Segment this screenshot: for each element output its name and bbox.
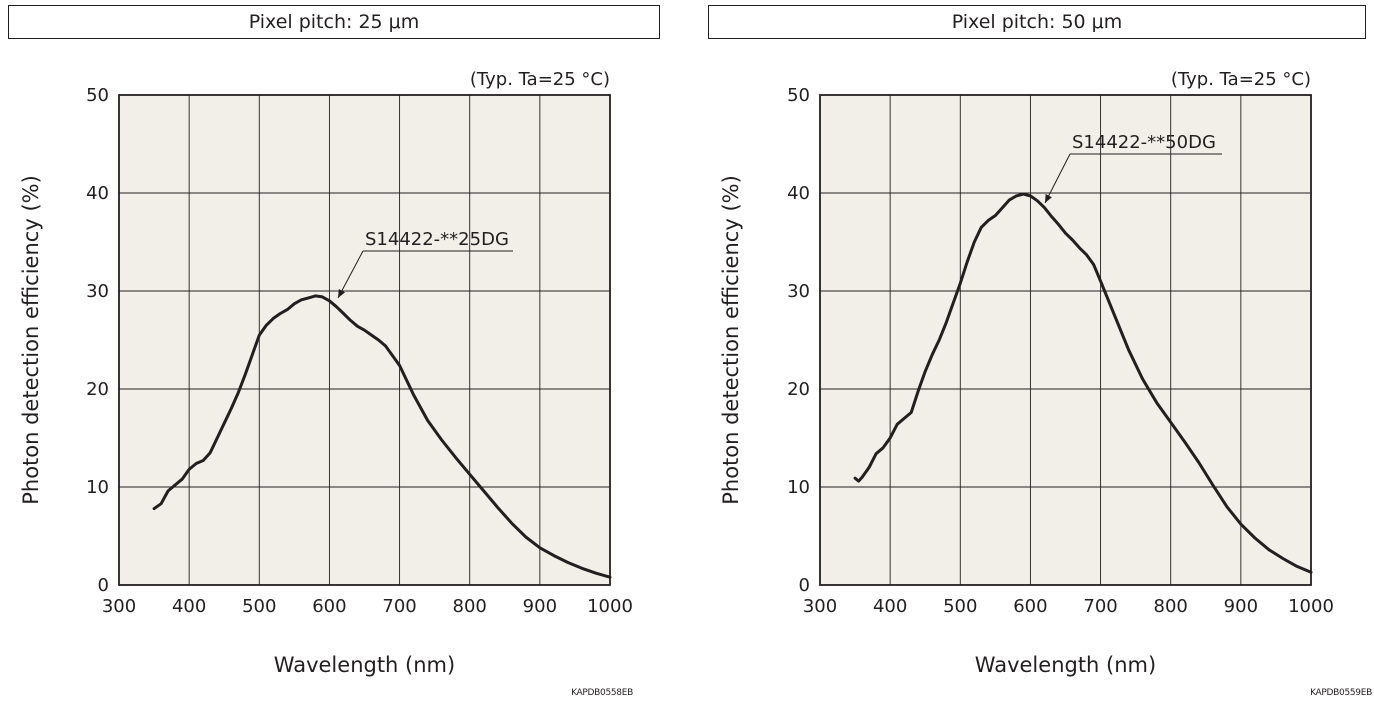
x-tick-label: 600 — [1013, 596, 1047, 617]
y-tick-label: 30 — [787, 281, 810, 302]
chart-title: Pixel pitch: 50 μm — [708, 5, 1366, 39]
x-tick-label: 1000 — [587, 596, 633, 617]
y-tick-label: 10 — [787, 477, 810, 498]
x-tick-label: 900 — [1224, 596, 1258, 617]
annotation-arrowhead — [338, 289, 345, 298]
plot-background — [820, 95, 1311, 585]
x-tick-label: 900 — [523, 596, 557, 617]
x-tick-label: 800 — [453, 596, 487, 617]
y-tick-label: 40 — [86, 183, 109, 204]
y-tick-label: 50 — [86, 85, 109, 106]
x-tick-label: 400 — [873, 596, 907, 617]
y-tick-label: 40 — [787, 183, 810, 204]
plot-frame — [819, 94, 1312, 586]
y-tick-label: 0 — [98, 575, 109, 596]
y-tick-label: 0 — [799, 575, 810, 596]
y-tick-label: 10 — [86, 477, 109, 498]
x-tick-label: 700 — [382, 596, 416, 617]
x-tick-label: 300 — [102, 596, 136, 617]
condition-note: (Typ. Ta=25 °C) — [470, 69, 610, 90]
y-axis-label: Photon detection efficiency (%) — [719, 175, 743, 505]
figure-code: KAPDB0559EB — [1310, 688, 1372, 698]
annotation-leader — [337, 250, 364, 299]
figure-code: KAPDB0558EB — [571, 688, 633, 698]
x-tick-label: 300 — [803, 596, 837, 617]
chart-panel-25um: Pixel pitch: 25 μm 300 400 500 600 700 800 900… — [8, 5, 660, 698]
chart-plot: 300 400 500 600 700 800 900 1000 0 10 20 30 40 50 Wave… — [719, 69, 1334, 677]
series-line — [152, 294, 612, 579]
x-tick-label: 1000 — [1288, 596, 1334, 617]
plot-background — [119, 95, 610, 585]
x-tick-label: 700 — [1083, 596, 1117, 617]
annotation-leader — [1044, 153, 1071, 204]
y-axis-label: Photon detection efficiency (%) — [19, 175, 43, 505]
x-axis-label: Wavelength (nm) — [274, 653, 455, 677]
y-tick-label: 50 — [787, 85, 810, 106]
x-axis-label: Wavelength (nm) — [975, 653, 1156, 677]
series-line — [853, 192, 1313, 574]
y-tick-label: 20 — [787, 379, 810, 400]
y-tick-label: 20 — [86, 379, 109, 400]
series-annotation: S14422-**25DG — [365, 229, 509, 250]
chart-title: Pixel pitch: 25 μm — [8, 5, 660, 39]
y-tick-label: 30 — [86, 281, 109, 302]
x-tick-label: 800 — [1154, 596, 1188, 617]
chart-panel-50um: Pixel pitch: 50 μm 300 400 500 600 700 800 900… — [700, 0, 1374, 706]
plot-frame — [118, 94, 611, 586]
x-tick-label: 500 — [943, 596, 977, 617]
x-tick-label: 600 — [312, 596, 346, 617]
chart-plot: 300 400 500 600 700 800 900 1000 0 10 20 30 40 50 Wave… — [19, 69, 633, 677]
annotation-arrowhead — [1045, 194, 1052, 203]
series-annotation: S14422-**50DG — [1072, 132, 1216, 153]
condition-note: (Typ. Ta=25 °C) — [1171, 69, 1311, 90]
x-tick-label: 500 — [242, 596, 276, 617]
x-tick-label: 400 — [172, 596, 206, 617]
